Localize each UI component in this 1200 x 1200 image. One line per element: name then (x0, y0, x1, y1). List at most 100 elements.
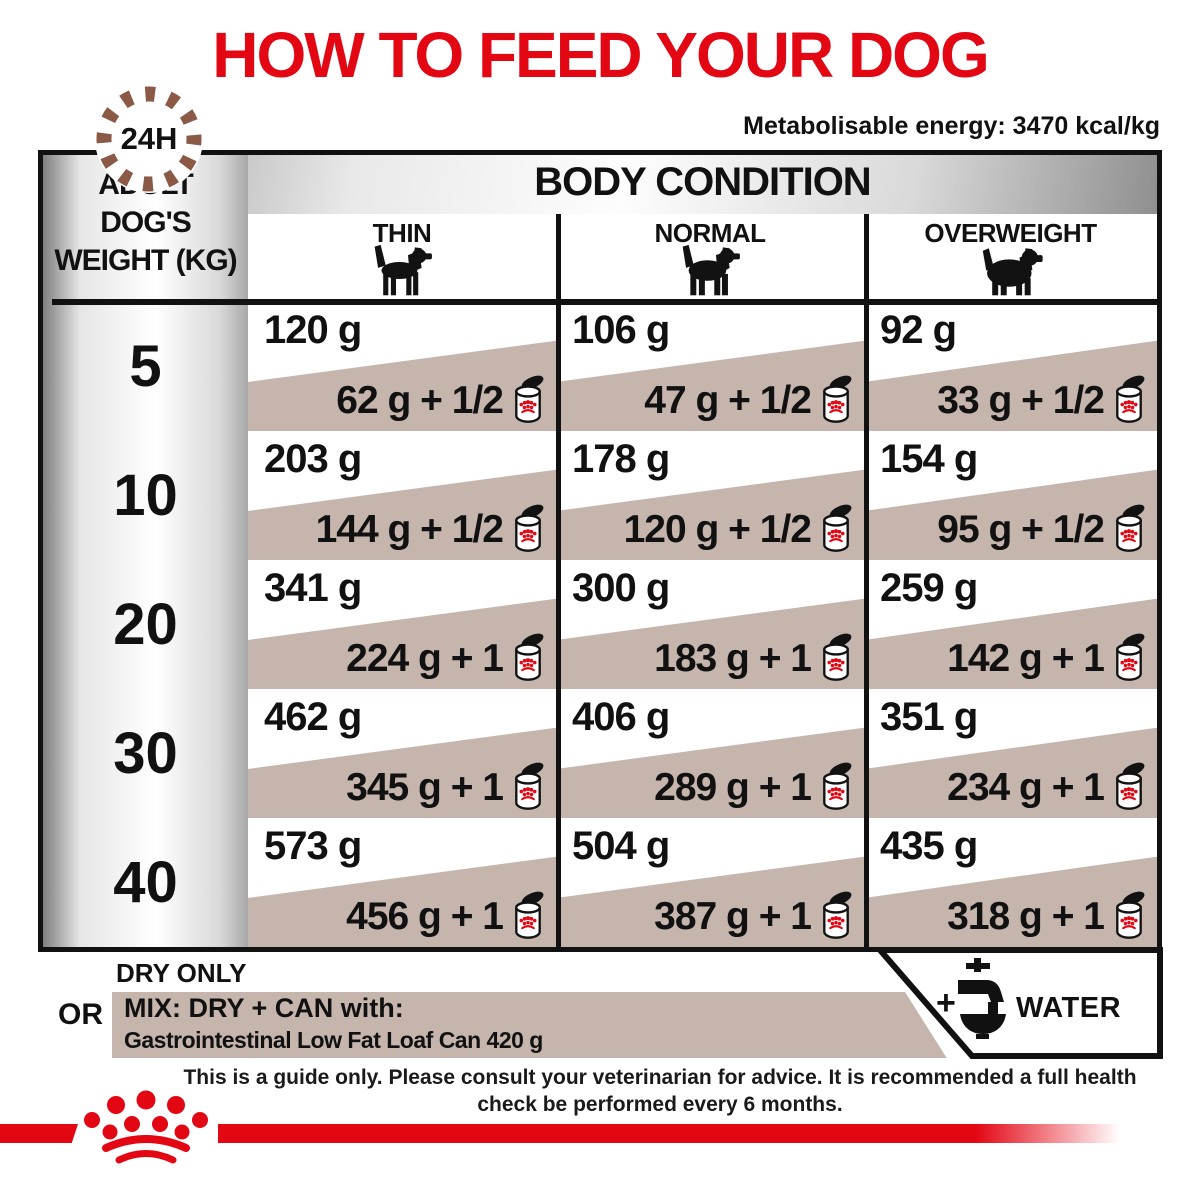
cell-overweight: 154 g 95 g + 1/2 (864, 431, 1157, 560)
cell-thin: 341 g 224 g + 1 (248, 560, 556, 689)
mix-subtitle: Gastrointestinal Low Fat Loaf Can 420 g (124, 1027, 543, 1053)
can-icon (818, 374, 854, 427)
weight-header-line3: WEIGHT (KG) (54, 244, 237, 277)
mix-amount: 47 g + 1/2 (644, 374, 854, 427)
can-icon (1111, 503, 1147, 556)
disclaimer-line2: check be performed every 6 months. (477, 1093, 843, 1116)
metabolisable-energy-note: Metabolisable energy: 3470 kcal/kg (743, 112, 1160, 140)
or-label: OR (58, 998, 103, 1031)
weight-column-background (43, 155, 248, 947)
weight-header-line2: DOG'S (100, 206, 191, 239)
cell-normal: 106 g 47 g + 1/2 (556, 302, 864, 431)
page-title: HOW TO FEED YOUR DOG (212, 19, 989, 91)
dog-thin-icon (248, 244, 556, 302)
mix-amount: 95 g + 1/2 (937, 503, 1147, 556)
column-header-overweight: OVERWEIGHT (924, 218, 1097, 248)
column-divider-2 (864, 214, 869, 947)
weight-value: 5 (129, 334, 162, 399)
dry-amount: 406 g (572, 695, 670, 739)
cell-thin: 573 g 456 g + 1 (248, 818, 556, 947)
clock-24h-icon (95, 85, 203, 193)
body-condition-header: BODY CONDITION (534, 160, 871, 204)
clock-24h-label: 24H (120, 121, 178, 156)
weight-value: 40 (113, 850, 178, 915)
dry-amount: 573 g (264, 824, 362, 868)
dry-amount: 435 g (880, 824, 978, 868)
column-header-normal: NORMAL (654, 218, 766, 248)
mix-title: MIX: DRY + CAN with: (124, 993, 404, 1023)
mix-amount: 183 g + 1 (654, 632, 854, 685)
cell-thin: 120 g 62 g + 1/2 (248, 302, 556, 431)
mix-amount: 456 g + 1 (346, 890, 546, 943)
cell-overweight: 435 g 318 g + 1 (864, 818, 1157, 947)
cell-normal: 300 g 183 g + 1 (556, 560, 864, 689)
dry-amount: 462 g (264, 695, 362, 739)
dog-overweight-icon (864, 244, 1157, 302)
mix-amount: 345 g + 1 (346, 761, 546, 814)
mix-amount: 120 g + 1/2 (624, 503, 854, 556)
table-row: 40 573 g 456 g + 1 504 g 387 g + 1 435 g… (113, 818, 1157, 947)
mix-amount: 224 g + 1 (346, 632, 546, 685)
can-icon (1111, 890, 1147, 943)
can-icon (510, 761, 546, 814)
dry-amount: 178 g (572, 437, 670, 481)
weight-value: 10 (113, 463, 178, 528)
dry-amount: 300 g (572, 566, 670, 610)
dry-amount: 341 g (264, 566, 362, 610)
can-icon (818, 503, 854, 556)
can-icon (510, 374, 546, 427)
mix-amount: 318 g + 1 (947, 890, 1147, 943)
can-icon (1111, 632, 1147, 685)
can-icon (1111, 761, 1147, 814)
faucet-water-icon (958, 958, 1006, 1039)
dry-amount: 351 g (880, 695, 978, 739)
dry-amount: 259 g (880, 566, 978, 610)
dry-amount: 92 g (880, 308, 957, 352)
mix-amount: 142 g + 1 (947, 632, 1147, 685)
dry-amount: 106 g (572, 308, 670, 352)
disclaimer-text: This is a guide only. Please consult you… (160, 1064, 1160, 1118)
cell-normal: 406 g 289 g + 1 (556, 689, 864, 818)
mix-amount: 144 g + 1/2 (316, 503, 546, 556)
mix-amount: 234 g + 1 (947, 761, 1147, 814)
table-row: 5 120 g 62 g + 1/2 106 g 47 g + 1/2 92 g… (129, 302, 1157, 431)
dry-only-label: DRY ONLY (116, 958, 247, 988)
table-row: 30 462 g 345 g + 1 406 g 289 g + 1 351 g… (113, 689, 1157, 818)
table-row: 10 203 g 144 g + 1/2 178 g 120 g + 1/2 1… (113, 431, 1157, 560)
mix-amount: 33 g + 1/2 (937, 374, 1147, 427)
column-header-thin: THIN (372, 218, 432, 248)
cell-thin: 203 g 144 g + 1/2 (248, 431, 556, 560)
header-separator-line (52, 299, 1157, 305)
dry-amount: 120 g (264, 308, 362, 352)
can-icon (510, 632, 546, 685)
column-divider-1 (556, 214, 561, 947)
cell-normal: 178 g 120 g + 1/2 (556, 431, 864, 560)
disclaimer-line1: This is a guide only. Please consult you… (183, 1066, 1137, 1089)
can-icon (818, 632, 854, 685)
dry-amount: 203 g (264, 437, 362, 481)
mix-amount: 387 g + 1 (654, 890, 854, 943)
dog-normal-icon (556, 244, 864, 302)
cell-overweight: 351 g 234 g + 1 (864, 689, 1157, 818)
weight-value: 30 (113, 721, 178, 786)
royal-canin-crown-icon (84, 1090, 208, 1164)
can-icon (510, 503, 546, 556)
mix-legend-block: MIX: DRY + CAN with: Gastrointestinal Lo… (112, 992, 947, 1058)
cell-thin: 462 g 345 g + 1 (248, 689, 556, 818)
can-icon (510, 890, 546, 943)
weight-value: 20 (113, 592, 178, 657)
table-row: 20 341 g 224 g + 1 300 g 183 g + 1 259 g… (113, 560, 1157, 689)
dry-amount: 154 g (880, 437, 978, 481)
can-icon (1111, 374, 1147, 427)
dry-amount: 504 g (572, 824, 670, 868)
cell-overweight: 259 g 142 g + 1 (864, 560, 1157, 689)
water-label: WATER (1016, 992, 1122, 1024)
cell-normal: 504 g 387 g + 1 (556, 818, 864, 947)
brand-band-right (218, 1124, 1120, 1143)
can-icon (818, 890, 854, 943)
can-icon (818, 761, 854, 814)
mix-amount: 62 g + 1/2 (336, 374, 546, 427)
cell-overweight: 92 g 33 g + 1/2 (864, 302, 1157, 431)
plus-water-sign: + (936, 984, 956, 1022)
